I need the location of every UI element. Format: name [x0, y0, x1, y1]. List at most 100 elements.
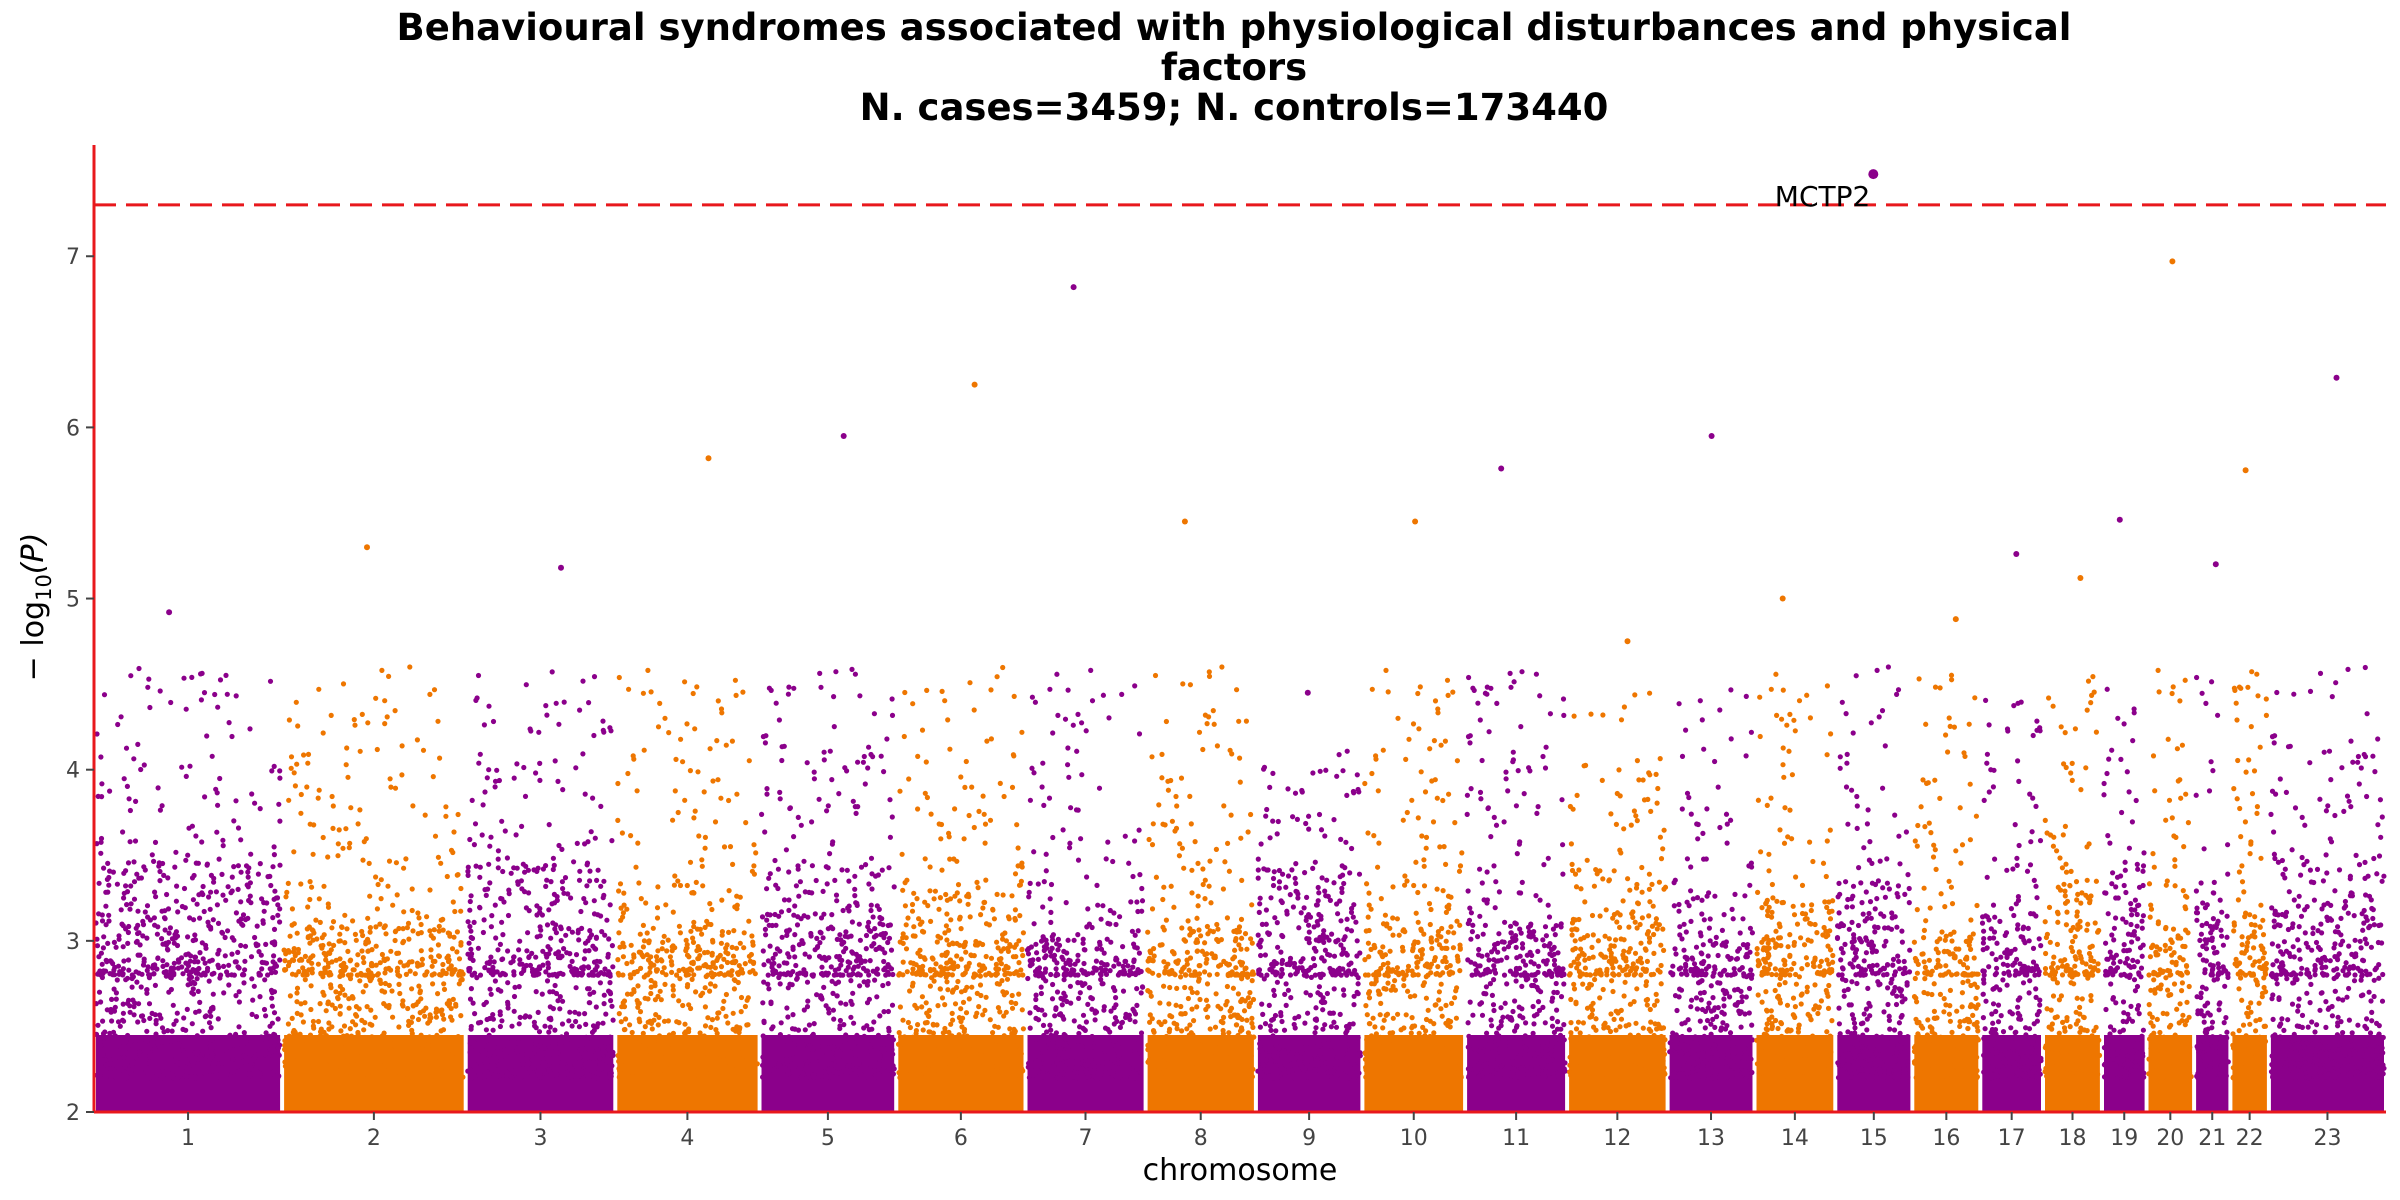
chromosome-3-points	[465, 564, 616, 1112]
x-tick-label-22: 22	[2236, 1126, 2264, 1151]
y-tick-label-5: 5	[66, 588, 80, 613]
y-tick-label-2: 2	[66, 1101, 80, 1126]
chromosome-7-scatter	[1024, 667, 1146, 1081]
chromosome-10-points	[1362, 518, 1465, 1112]
chromosome-11-peak-point	[1498, 465, 1505, 472]
y-axis-title-sub: 10	[32, 574, 56, 601]
chromosome-13-points	[1667, 433, 1756, 1112]
chromosome-11-scatter	[1464, 669, 1568, 1081]
chromosome-23-points	[2268, 374, 2387, 1112]
chromosome-19-points	[2101, 516, 2147, 1112]
x-tick-label-1: 1	[181, 1126, 195, 1151]
chromosome-12-peak-point	[1624, 638, 1631, 645]
chromosome-6-peak-point	[971, 381, 978, 388]
annotations: MCTP2	[1775, 180, 1871, 213]
x-tick-label-9: 9	[1302, 1126, 1316, 1151]
chromosome-20-points	[2146, 258, 2194, 1112]
chromosome-5-points	[759, 433, 897, 1112]
chromosome-3-peak-point	[558, 564, 564, 571]
x-tick-label-5: 5	[821, 1126, 835, 1151]
x-tick-label-10: 10	[1400, 1126, 1428, 1151]
chromosome-20-peak-point	[2169, 258, 2176, 265]
chromosome-1-scatter	[93, 665, 283, 1081]
chromosome-14-peak-point	[1779, 595, 1786, 602]
chromosome-12-points	[1566, 638, 1669, 1112]
chromosome-18-peak-point	[2077, 575, 2084, 581]
chromosome-21-points	[2193, 561, 2231, 1112]
chromosome-8-scatter	[1145, 664, 1257, 1081]
chromosome-20-scatter	[2146, 667, 2194, 1081]
chromosome-4-scatter	[615, 667, 760, 1081]
chromosome-15-scatter	[1834, 664, 1913, 1081]
data-points	[93, 169, 2387, 1112]
y-tick-label-3: 3	[66, 930, 80, 955]
chromosome-21-scatter	[2193, 674, 2231, 1081]
chromosome-5-peak-point	[840, 433, 847, 439]
chromosome-15-peak-point	[1868, 169, 1879, 180]
chromosome-8-peak-point	[1181, 518, 1188, 525]
y-axis-title-main: − log	[16, 601, 51, 681]
title-line-3: N. cases=3459; N. controls=173440	[860, 86, 1609, 129]
x-tick-label-17: 17	[1998, 1126, 2026, 1151]
chromosome-8-points	[1145, 518, 1257, 1112]
chromosome-15-points	[1834, 169, 1913, 1112]
chromosome-10-peak-point	[1412, 518, 1419, 525]
chromosome-9-points	[1255, 689, 1363, 1112]
chromosome-14-scatter	[1754, 671, 1836, 1081]
chromosome-7-points	[1024, 284, 1146, 1112]
chromosome-16-scatter	[1911, 672, 1981, 1081]
chromosome-2-points	[281, 544, 466, 1112]
chromosome-21-peak-point	[2212, 561, 2219, 568]
chromosome-23-scatter	[2268, 664, 2387, 1081]
chromosome-2-scatter	[281, 664, 466, 1081]
chromosome-1-points	[93, 609, 283, 1112]
title-line-1: Behavioural syndromes associated with ph…	[397, 6, 2072, 49]
y-axis-title: − log10(P)	[16, 533, 56, 682]
x-tick-label-21: 21	[2198, 1126, 2226, 1151]
chromosome-6-points	[895, 381, 1026, 1112]
chromosome-11-points	[1464, 465, 1568, 1112]
chromosome-9-scatter	[1255, 748, 1363, 1081]
x-tick-label-12: 12	[1603, 1126, 1631, 1151]
x-tick-label-15: 15	[1860, 1126, 1888, 1151]
chromosome-6-scatter	[895, 664, 1026, 1081]
chromosome-1-peak-point	[166, 609, 173, 616]
x-tick-label-16: 16	[1932, 1126, 1960, 1151]
x-axis-title: chromosome	[1143, 1153, 1338, 1188]
x-tick-label-4: 4	[680, 1126, 694, 1151]
y-axis-ticks: 2 3 4 5 6 7	[66, 245, 94, 1126]
chromosome-22-scatter	[2230, 669, 2269, 1081]
y-tick-label-7: 7	[66, 245, 80, 270]
x-tick-label-7: 7	[1079, 1126, 1093, 1151]
chromosome-16-points	[1911, 616, 1981, 1112]
x-tick-label-23: 23	[2313, 1126, 2341, 1151]
y-axis-title-var: (P)	[16, 533, 51, 575]
x-tick-label-8: 8	[1194, 1126, 1208, 1151]
chromosome-23-peak-point	[2333, 374, 2340, 381]
chromosome-7-peak-point	[1070, 284, 1077, 291]
chromosome-3-scatter	[465, 669, 616, 1081]
chromosome-2-peak-point	[364, 544, 370, 551]
chromosome-18-scatter	[2042, 674, 2103, 1081]
x-tick-label-6: 6	[954, 1126, 968, 1151]
annotation-label-0: MCTP2	[1775, 180, 1871, 213]
chromosome-16-peak-point	[1952, 616, 1959, 623]
x-tick-label-13: 13	[1697, 1126, 1725, 1151]
chromosome-14-points	[1754, 595, 1836, 1112]
chromosome-19-scatter	[2101, 686, 2147, 1081]
x-axis-ticks: 1 2 3 4 5 6 7 8 9 10 11 12 13 14 15 16 17 18 19 20 21 22 23	[181, 1112, 2341, 1151]
chromosome-17-points	[1979, 551, 2044, 1112]
y-tick-label-6: 6	[66, 416, 80, 441]
chromosome-10-scatter	[1362, 667, 1465, 1081]
chromosome-4-points	[615, 455, 760, 1112]
chromosome-22-peak-point	[2242, 467, 2249, 474]
chromosome-17-scatter	[1979, 697, 2044, 1081]
x-tick-label-20: 20	[2156, 1126, 2184, 1151]
chromosome-19-peak-point	[2116, 516, 2123, 523]
x-tick-label-3: 3	[533, 1126, 547, 1151]
chromosome-9-peak-point	[1304, 689, 1311, 696]
x-tick-label-14: 14	[1781, 1126, 1809, 1151]
x-tick-label-19: 19	[2110, 1126, 2138, 1151]
x-tick-label-11: 11	[1502, 1126, 1530, 1151]
